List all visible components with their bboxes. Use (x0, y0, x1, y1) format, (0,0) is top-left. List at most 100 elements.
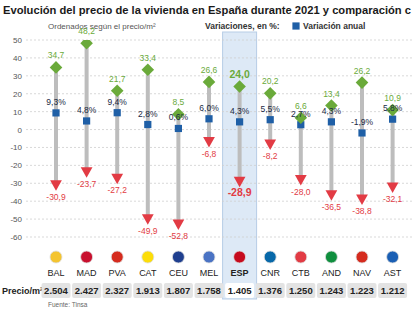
flag (387, 251, 399, 263)
data-label: -27,2 (108, 185, 128, 195)
price-box (225, 283, 254, 298)
grid-line (26, 237, 414, 238)
grid-line (26, 201, 414, 202)
data-label: 21,7 (109, 74, 126, 84)
price-label: Precio/m² (2, 286, 43, 296)
price-box (317, 283, 346, 298)
marker-diamond (142, 63, 155, 76)
price-value: 1.223 (350, 285, 374, 296)
data-label: 0,6% (169, 112, 189, 122)
price-box (378, 283, 407, 298)
marker-triangle (387, 182, 399, 193)
plot-area (50, 40, 399, 230)
marker-diamond (111, 84, 124, 97)
range-line (146, 70, 150, 219)
marker-diamond (264, 87, 277, 100)
x-tick-label: CEU (169, 268, 188, 278)
data-label: 20,2 (262, 76, 279, 86)
x-tick-label: CAT (139, 268, 157, 278)
grid-line (26, 57, 414, 58)
data-label: 48,2 (78, 26, 95, 36)
range-line (360, 83, 364, 199)
y-tick-label: -50 (10, 215, 22, 224)
y-tick-label: 50 (13, 36, 22, 45)
data-label: 33,4 (140, 53, 157, 63)
marker-square (175, 125, 182, 132)
data-label: 34,7 (48, 50, 65, 60)
data-label: -6,8 (202, 149, 217, 159)
marker-diamond (233, 80, 246, 93)
marker-square (389, 116, 396, 123)
price-value: 1.807 (167, 285, 191, 296)
data-label: -23,7 (77, 179, 97, 189)
price-value: 1.212 (381, 285, 405, 296)
price-value: 1.376 (258, 285, 282, 296)
price-box (256, 283, 285, 298)
price-box (72, 283, 101, 298)
marker-diamond (356, 76, 369, 89)
data-label: 2,8% (138, 109, 158, 119)
marker-diamond (80, 40, 93, 50)
price-box (133, 283, 162, 298)
flag (111, 251, 123, 263)
price-value: 2.327 (105, 285, 129, 296)
price-box (164, 283, 193, 298)
marker-square (328, 118, 335, 125)
flag (172, 251, 184, 263)
data-label: 26,2 (354, 66, 371, 76)
flag (295, 251, 307, 263)
marker-diamond (203, 76, 216, 89)
data-label: 13,4 (323, 89, 340, 99)
marker-square (358, 129, 365, 136)
x-tick-label: AST (384, 268, 402, 278)
price-value: 2.427 (75, 285, 99, 296)
data-label: 4,3% (230, 106, 250, 116)
price-value: 1.913 (136, 285, 160, 296)
y-tick-label: -40 (10, 197, 22, 206)
data-label: 6,0% (199, 103, 219, 113)
y-tick-label: 30 (13, 72, 22, 81)
price-box (286, 283, 315, 298)
marker-diamond (50, 61, 63, 74)
marker-square (236, 118, 243, 125)
marker-square (114, 109, 121, 116)
flag (142, 251, 154, 263)
data-label: -49,9 (138, 226, 158, 236)
price-box (42, 283, 71, 298)
y-tick-label: -60 (10, 233, 22, 242)
marker-triangle (295, 175, 307, 186)
y-tick-label: 10 (13, 108, 22, 117)
y-tick-label: -30 (10, 179, 22, 188)
marker-triangle (356, 194, 368, 205)
data-label: -28,9 (228, 186, 252, 198)
price-box (348, 283, 377, 298)
marker-triangle (326, 190, 338, 201)
data-label: 24,0 (229, 68, 250, 80)
marker-square (83, 117, 90, 124)
marker-triangle (50, 180, 62, 191)
y-tick-label: 40 (13, 54, 22, 63)
marker-triangle (111, 174, 123, 185)
price-value: 2.504 (44, 285, 68, 296)
grid-line (26, 147, 414, 148)
data-label: -1,9% (351, 117, 374, 127)
data-label: -52,8 (169, 231, 189, 241)
data-label: 5,8% (383, 103, 403, 113)
marker-triangle (142, 214, 154, 225)
data-label: -36,5 (322, 202, 342, 212)
flag (81, 251, 93, 263)
flag (203, 251, 215, 263)
x-tick-label: BAL (47, 268, 64, 278)
data-label: 5,5% (261, 104, 281, 114)
data-label: 26,6 (201, 65, 218, 75)
data-label: 4,3% (322, 106, 342, 116)
flag (50, 251, 62, 263)
marker-triangle (203, 137, 215, 148)
data-label: 8,5 (172, 97, 184, 107)
flag (234, 251, 246, 263)
data-label: -8,2 (263, 151, 278, 161)
legend-title: Variaciones, en %: (205, 21, 280, 31)
marker-square (144, 121, 151, 128)
range-line (54, 67, 58, 184)
grid-line (26, 129, 414, 130)
